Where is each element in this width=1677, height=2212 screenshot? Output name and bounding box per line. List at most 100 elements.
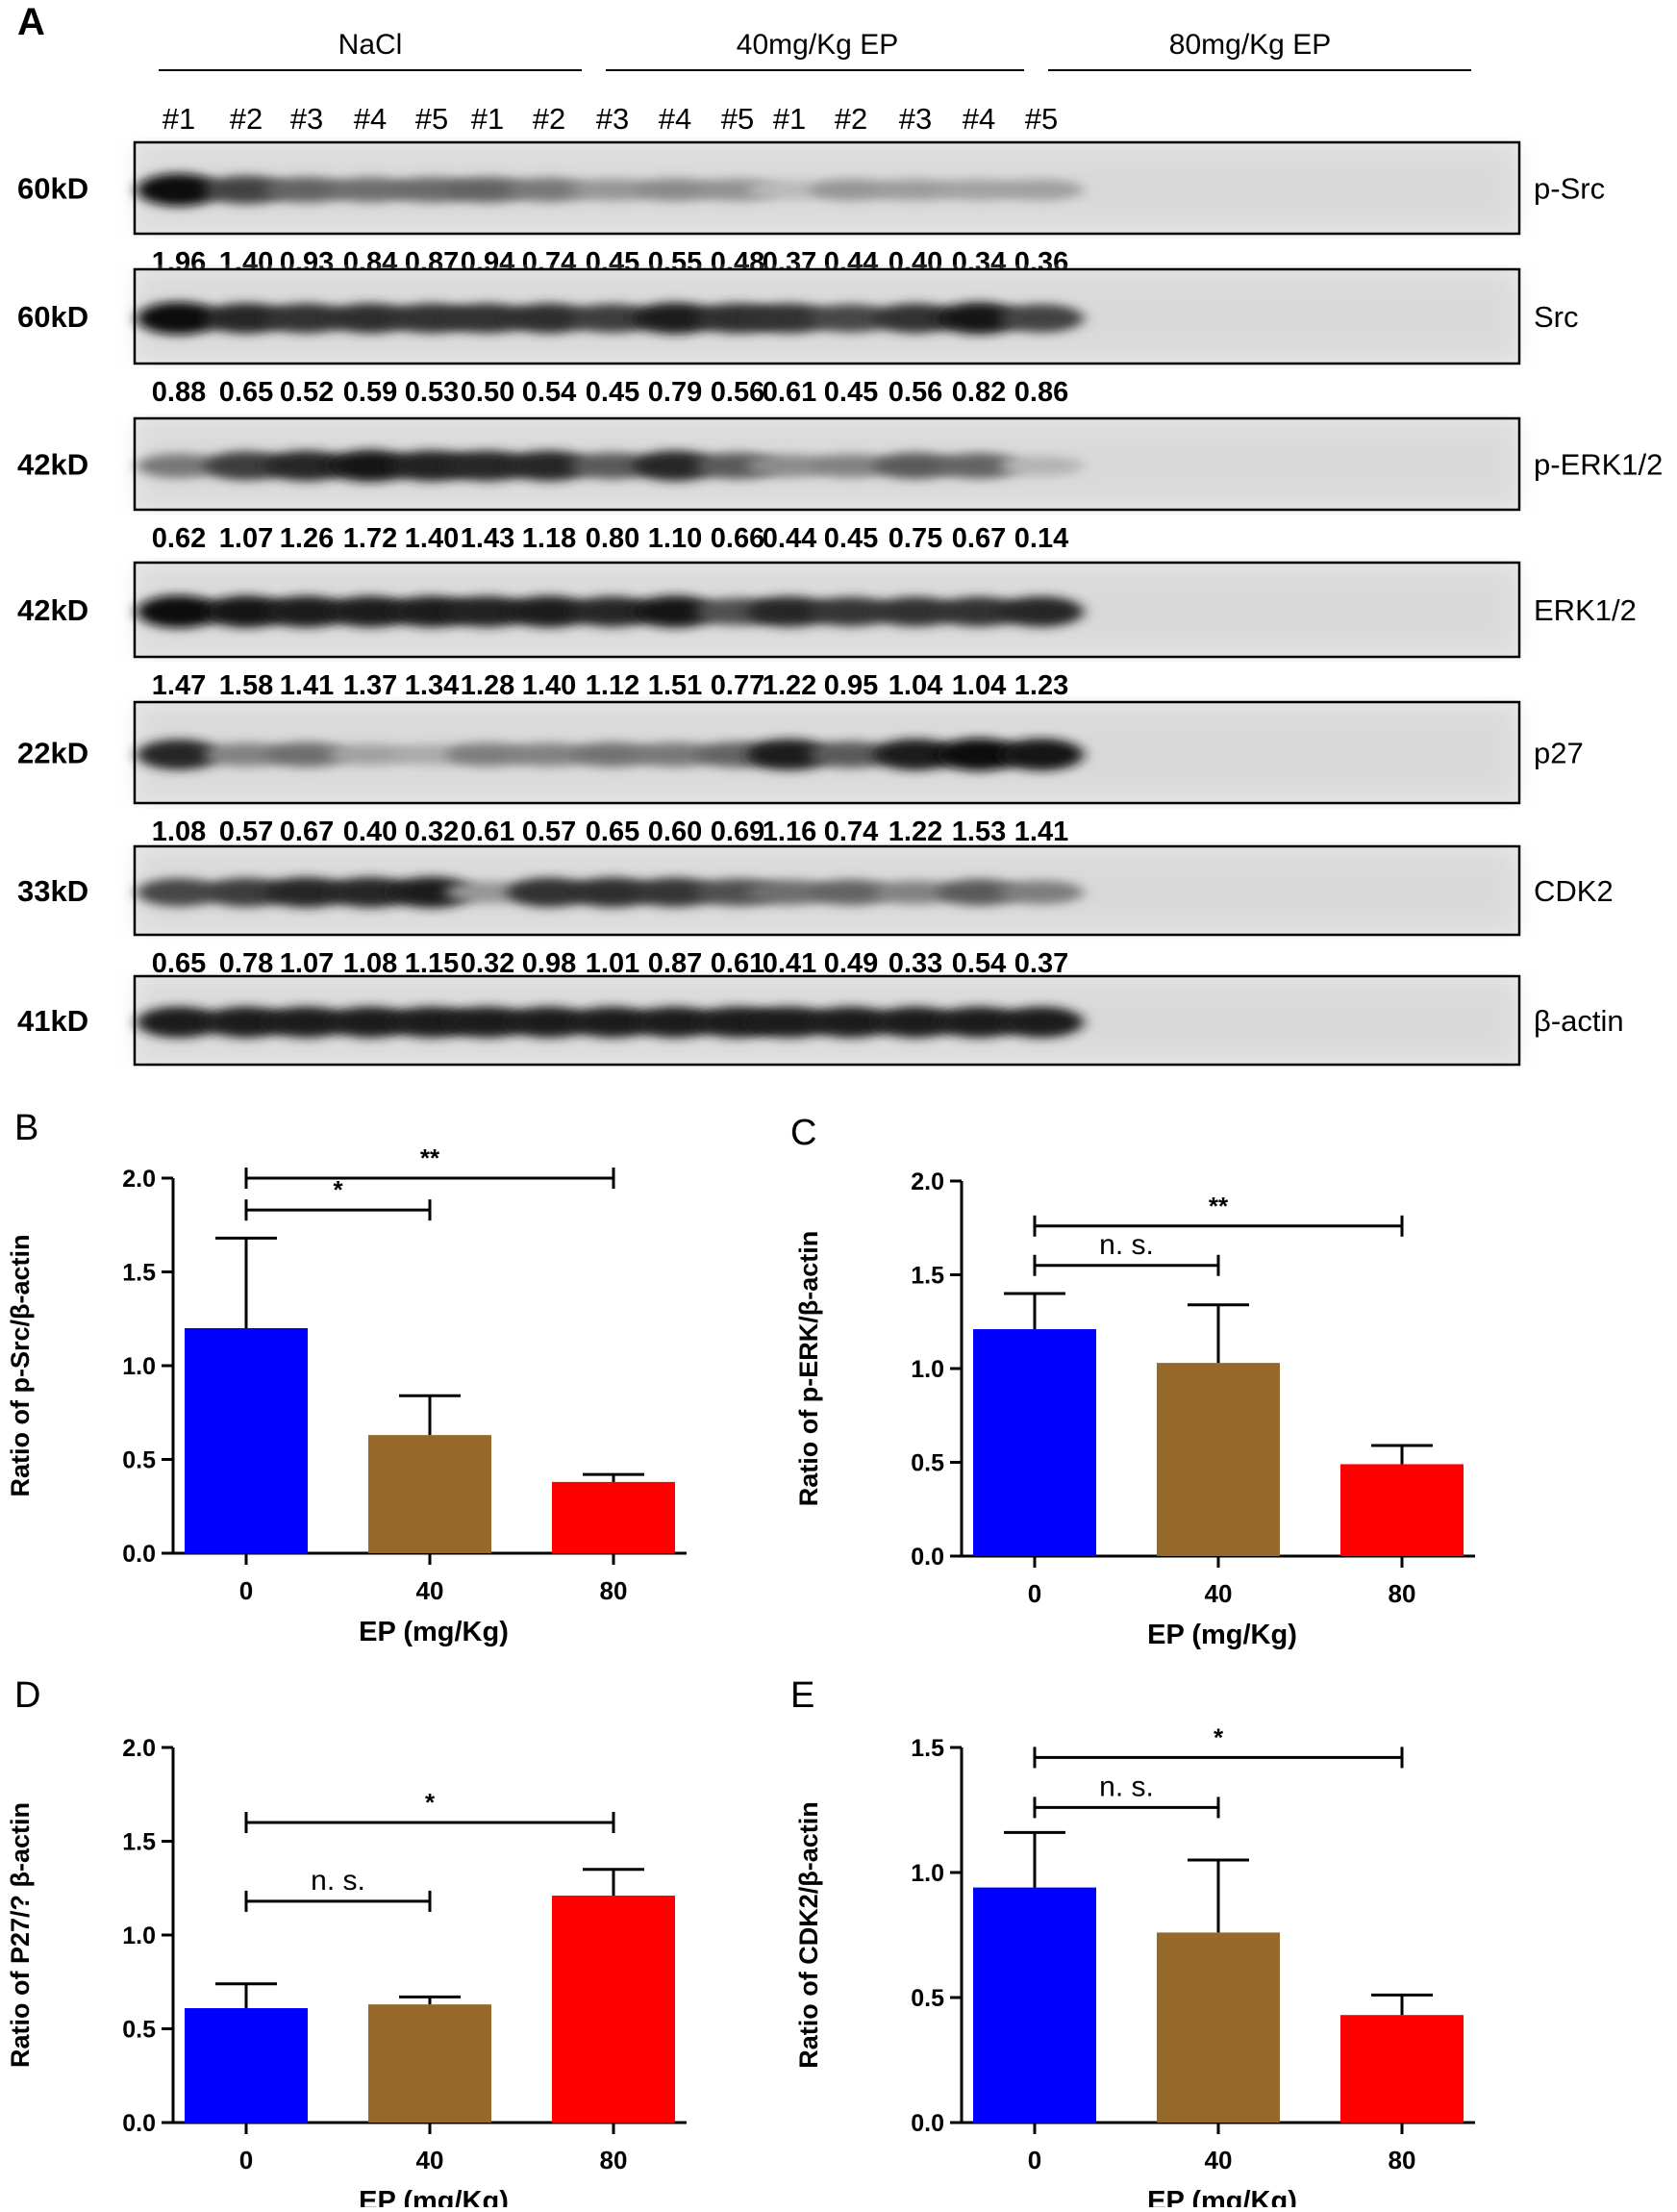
blot-protein-label: p-Src xyxy=(1534,172,1605,206)
lane-label: #5 xyxy=(415,102,448,136)
blot-frame xyxy=(133,140,1521,236)
x-tick-label: 0 xyxy=(239,1576,253,1605)
blot-band xyxy=(264,877,349,908)
blot-quant-value: 0.65 xyxy=(219,377,273,408)
y-tick-label: 0.0 xyxy=(911,1544,944,1571)
chart-panel-e: E 0.0 0.5 1.0 1.5 0 40 80 EP (mg/Kg) Ratio of CDK… xyxy=(790,1675,1475,2212)
blot-band xyxy=(137,1006,221,1039)
significance-label: n. s. xyxy=(1099,1229,1154,1261)
y-tick-label: 1.0 xyxy=(911,1860,944,1887)
blot-kd-label: 41kD xyxy=(17,1004,88,1038)
blot-band xyxy=(999,880,1084,905)
y-tick-label: 0.5 xyxy=(122,2017,156,2044)
blot-band xyxy=(570,742,655,767)
blot-band xyxy=(570,1006,655,1039)
panel-letter: D xyxy=(14,1675,40,1716)
significance-label: * xyxy=(425,1788,436,1817)
lane-label: #5 xyxy=(721,102,754,136)
blot-kd-label: 60kD xyxy=(17,172,88,206)
blot-band xyxy=(328,303,413,334)
blot-band xyxy=(445,595,530,628)
x-tick-label: 0 xyxy=(1028,2146,1041,2174)
blot-band xyxy=(507,1006,591,1039)
blot-quant-value: 1.41 xyxy=(280,670,334,701)
x-tick-label: 0 xyxy=(1028,1579,1041,1608)
blot-quant-value: 0.56 xyxy=(889,377,942,408)
chart-panel-b: B 0.0 0.5 1.0 1.5 2.0 0 40 80 EP (mg/Kg) Ratio of … xyxy=(6,1108,687,1647)
x-axis-label: EP (mg/Kg) xyxy=(1147,2186,1297,2207)
blot-quant-value: 1.22 xyxy=(763,670,816,701)
y-tick-label: 1.0 xyxy=(122,1353,156,1380)
blot-protein-label: β-actin xyxy=(1534,1004,1624,1038)
blot-band xyxy=(747,454,832,478)
blot-quant-value: 1.18 xyxy=(522,523,576,554)
blot-band xyxy=(873,1006,958,1039)
panel-letter: E xyxy=(790,1675,814,1716)
bar-80 xyxy=(1340,1464,1464,1556)
blot-band xyxy=(264,303,349,334)
blot-band xyxy=(204,877,288,907)
y-tick-label: 1.5 xyxy=(911,1735,944,1762)
blot-band xyxy=(937,1006,1021,1039)
blot-quant-value: 1.37 xyxy=(343,670,397,701)
blot-band xyxy=(328,743,413,766)
blot-band xyxy=(445,303,530,334)
blot-band xyxy=(633,595,717,628)
lane-label: #4 xyxy=(963,102,995,136)
lane-label: #2 xyxy=(533,102,565,136)
blot-quant-value: 0.54 xyxy=(522,377,576,408)
blot-band xyxy=(204,175,288,205)
x-tick-label: 40 xyxy=(1205,2146,1233,2174)
blot-quant-value: 0.75 xyxy=(889,523,942,554)
y-tick-label: 1.5 xyxy=(122,1260,156,1287)
blot-frame xyxy=(133,267,1521,365)
blot-quant-value: 1.10 xyxy=(648,523,702,554)
x-tick-label: 80 xyxy=(600,2146,628,2174)
blot-quant-value: 0.33 xyxy=(889,948,942,979)
blot-quant-value: 0.61 xyxy=(763,377,816,408)
blot-protein-label: Src xyxy=(1534,300,1579,334)
blot-quant-value: 0.61 xyxy=(711,948,764,979)
blot-band xyxy=(809,1006,893,1039)
blot-band xyxy=(204,451,288,481)
blot-band xyxy=(873,739,958,770)
blot-quant-value: 1.72 xyxy=(343,523,397,554)
group-label: 80mg/Kg EP xyxy=(1169,29,1331,61)
blot-band xyxy=(809,454,893,478)
blot-quant-value: 0.69 xyxy=(711,817,764,847)
blot-band xyxy=(999,179,1084,201)
blot-kd-label: 33kD xyxy=(17,874,88,908)
bar-80 xyxy=(552,1481,675,1553)
blot-band xyxy=(747,303,832,334)
blot-quant-value: 1.40 xyxy=(405,523,459,554)
chart-panel-d: D 0.0 0.5 1.0 1.5 2.0 0 40 80 EP (mg/Kg) Ratio of … xyxy=(6,1675,687,2212)
blot-band xyxy=(137,453,221,478)
x-axis-label: EP (mg/Kg) xyxy=(359,2186,509,2207)
blot-quant-value: 0.40 xyxy=(343,817,397,847)
blot-quant-value: 0.67 xyxy=(952,523,1006,554)
blot-band xyxy=(264,177,349,203)
blot-band xyxy=(873,179,958,201)
blot-quant-value: 0.32 xyxy=(461,948,514,979)
blot-kd-label: 60kD xyxy=(17,300,88,334)
blot-quant-value: 0.41 xyxy=(763,948,816,979)
bar-0 xyxy=(973,1329,1096,1556)
blot-band xyxy=(747,180,832,200)
blot-band xyxy=(999,456,1084,476)
blot-quant-value: 0.32 xyxy=(405,817,459,847)
blot-band xyxy=(204,303,288,334)
blot-quant-value: 1.07 xyxy=(219,523,273,554)
blot-band xyxy=(873,452,958,480)
blot-band xyxy=(937,453,1021,479)
blot-protein-label: CDK2 xyxy=(1534,874,1614,908)
blot-quant-value: 1.15 xyxy=(405,948,459,979)
blot-quant-value: 1.23 xyxy=(1014,670,1068,701)
x-axis-label: EP (mg/Kg) xyxy=(359,1617,509,1647)
blot-row-src: 60kD Src 0.88 0.65 0.52 0.59 0.53 0.50 0.54 0.45 0… xyxy=(17,267,1579,408)
blot-quant-value: 1.51 xyxy=(648,670,702,701)
blot-band xyxy=(937,879,1021,906)
blot-quant-value: 1.04 xyxy=(889,670,942,701)
blot-frame xyxy=(133,974,1521,1067)
x-axis-label: EP (mg/Kg) xyxy=(1147,1620,1297,1650)
